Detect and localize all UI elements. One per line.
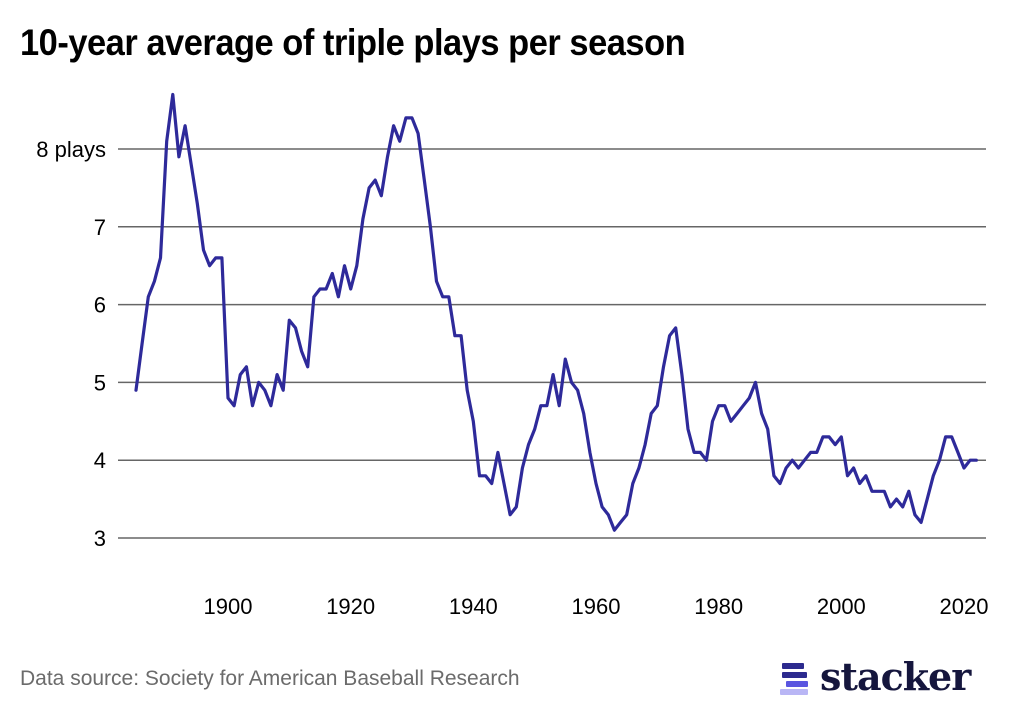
gridlines <box>118 148 986 539</box>
y-tick-label: 7 <box>94 215 106 240</box>
x-tick-label: 1980 <box>694 594 743 619</box>
chart-title: 10-year average of triple plays per seas… <box>20 22 686 63</box>
y-tick-label: 3 <box>94 526 106 551</box>
series-line <box>134 92 978 532</box>
y-tick-label: 8 plays <box>36 137 106 162</box>
logo-bar-bottom <box>780 689 808 695</box>
logo-bar-accent <box>786 681 808 687</box>
stacker-logo[interactable]: stacker <box>780 654 971 699</box>
x-tick-label: 1920 <box>326 594 375 619</box>
stacker-logo-icon <box>780 660 808 695</box>
y-axis-labels: 8 plays 7 6 5 4 3 <box>36 137 106 551</box>
x-axis-labels: 1900 1920 1940 1960 1980 2000 2020 <box>204 594 989 619</box>
series <box>134 92 978 532</box>
x-tick-label: 1940 <box>449 594 498 619</box>
logo-bar-middle <box>782 672 807 678</box>
data-source-note: Data source: Society for American Baseba… <box>20 667 520 690</box>
x-tick-label: 1900 <box>204 594 253 619</box>
stacker-wordmark: stacker <box>820 654 971 699</box>
y-tick-label: 4 <box>94 448 106 473</box>
line-chart: 8 plays 7 6 5 4 3 1900 1920 1940 1960 1980 2000 202… <box>36 92 989 619</box>
logo-bar-top <box>782 663 804 669</box>
x-tick-label: 2000 <box>817 594 866 619</box>
y-tick-label: 5 <box>94 370 106 395</box>
x-tick-label: 1960 <box>572 594 621 619</box>
y-tick-label: 6 <box>94 293 106 318</box>
x-tick-label: 2020 <box>940 594 989 619</box>
